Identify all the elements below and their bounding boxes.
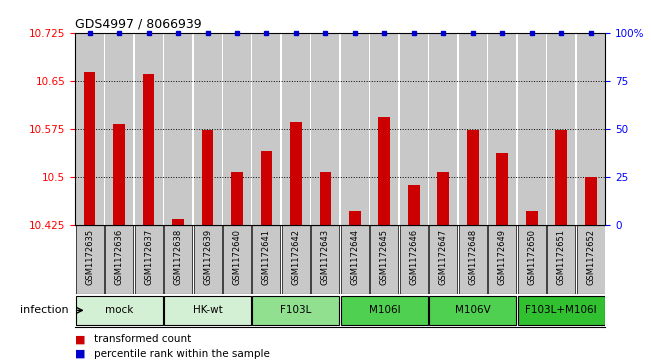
Text: mock: mock	[105, 305, 133, 315]
Bar	[76, 295, 163, 325]
Bar	[84, 73, 96, 225]
Bar	[320, 172, 331, 225]
Bar	[349, 211, 361, 225]
Bar	[547, 225, 575, 294]
Bar	[488, 33, 516, 225]
Text: HK-wt: HK-wt	[193, 305, 223, 315]
Text: GSM1172638: GSM1172638	[174, 229, 182, 285]
Bar	[496, 152, 508, 225]
Bar	[223, 225, 251, 294]
Bar	[253, 33, 281, 225]
Text: GSM1172645: GSM1172645	[380, 229, 389, 285]
Bar	[467, 130, 478, 225]
Bar	[518, 295, 605, 325]
Text: M106I: M106I	[368, 305, 400, 315]
Text: GSM1172652: GSM1172652	[586, 229, 595, 285]
Bar	[172, 219, 184, 225]
Text: M106V: M106V	[455, 305, 491, 315]
Text: GSM1172650: GSM1172650	[527, 229, 536, 285]
Text: ■: ■	[75, 334, 85, 344]
Text: F103L+M106I: F103L+M106I	[525, 305, 597, 315]
Bar	[555, 130, 567, 225]
Bar	[135, 33, 163, 225]
Bar	[164, 295, 251, 325]
Bar	[518, 33, 546, 225]
Bar	[577, 33, 605, 225]
Bar	[193, 225, 221, 294]
Bar	[282, 33, 310, 225]
Bar	[370, 33, 398, 225]
Text: F103L: F103L	[280, 305, 312, 315]
Text: GSM1172635: GSM1172635	[85, 229, 94, 285]
Bar	[164, 33, 192, 225]
Bar	[105, 33, 133, 225]
Bar	[260, 151, 272, 225]
Bar	[526, 211, 538, 225]
Bar	[341, 225, 369, 294]
Bar	[488, 225, 516, 294]
Text: GSM1172641: GSM1172641	[262, 229, 271, 285]
Bar	[113, 124, 125, 225]
Bar	[429, 225, 457, 294]
Bar	[459, 33, 487, 225]
Bar	[370, 225, 398, 294]
Bar	[143, 74, 154, 225]
Text: infection: infection	[20, 305, 68, 315]
Bar	[231, 172, 243, 225]
Bar	[429, 33, 457, 225]
Bar	[437, 172, 449, 225]
Bar	[400, 33, 428, 225]
Bar	[76, 33, 104, 225]
Bar	[341, 33, 369, 225]
Bar	[577, 225, 605, 294]
Bar	[341, 295, 428, 325]
Text: percentile rank within the sample: percentile rank within the sample	[94, 349, 270, 359]
Text: GSM1172649: GSM1172649	[498, 229, 506, 285]
Text: GSM1172648: GSM1172648	[468, 229, 477, 285]
Text: GSM1172640: GSM1172640	[232, 229, 242, 285]
Text: GSM1172651: GSM1172651	[557, 229, 566, 285]
Bar	[164, 225, 192, 294]
Text: GSM1172637: GSM1172637	[144, 229, 153, 285]
Text: GSM1172647: GSM1172647	[439, 229, 448, 285]
Text: GSM1172642: GSM1172642	[292, 229, 300, 285]
Bar	[253, 225, 281, 294]
Text: GSM1172644: GSM1172644	[350, 229, 359, 285]
Bar	[311, 225, 339, 294]
Bar	[223, 33, 251, 225]
Bar	[429, 295, 516, 325]
Bar	[378, 117, 390, 225]
Bar	[459, 225, 487, 294]
Text: GSM1172636: GSM1172636	[115, 229, 124, 285]
Text: transformed count: transformed count	[94, 334, 191, 344]
Bar	[105, 225, 133, 294]
Text: GDS4997 / 8066939: GDS4997 / 8066939	[75, 17, 202, 30]
Bar	[253, 295, 339, 325]
Bar	[76, 225, 104, 294]
Text: GSM1172639: GSM1172639	[203, 229, 212, 285]
Text: GSM1172643: GSM1172643	[321, 229, 330, 285]
Text: GSM1172646: GSM1172646	[409, 229, 419, 285]
Bar	[400, 225, 428, 294]
Bar	[311, 33, 339, 225]
Text: ■: ■	[75, 349, 85, 359]
Bar	[585, 177, 596, 225]
Bar	[547, 33, 575, 225]
Bar	[282, 225, 310, 294]
Bar	[202, 130, 214, 225]
Bar	[518, 225, 546, 294]
Bar	[408, 185, 420, 225]
Bar	[193, 33, 221, 225]
Bar	[135, 225, 163, 294]
Bar	[290, 122, 302, 225]
